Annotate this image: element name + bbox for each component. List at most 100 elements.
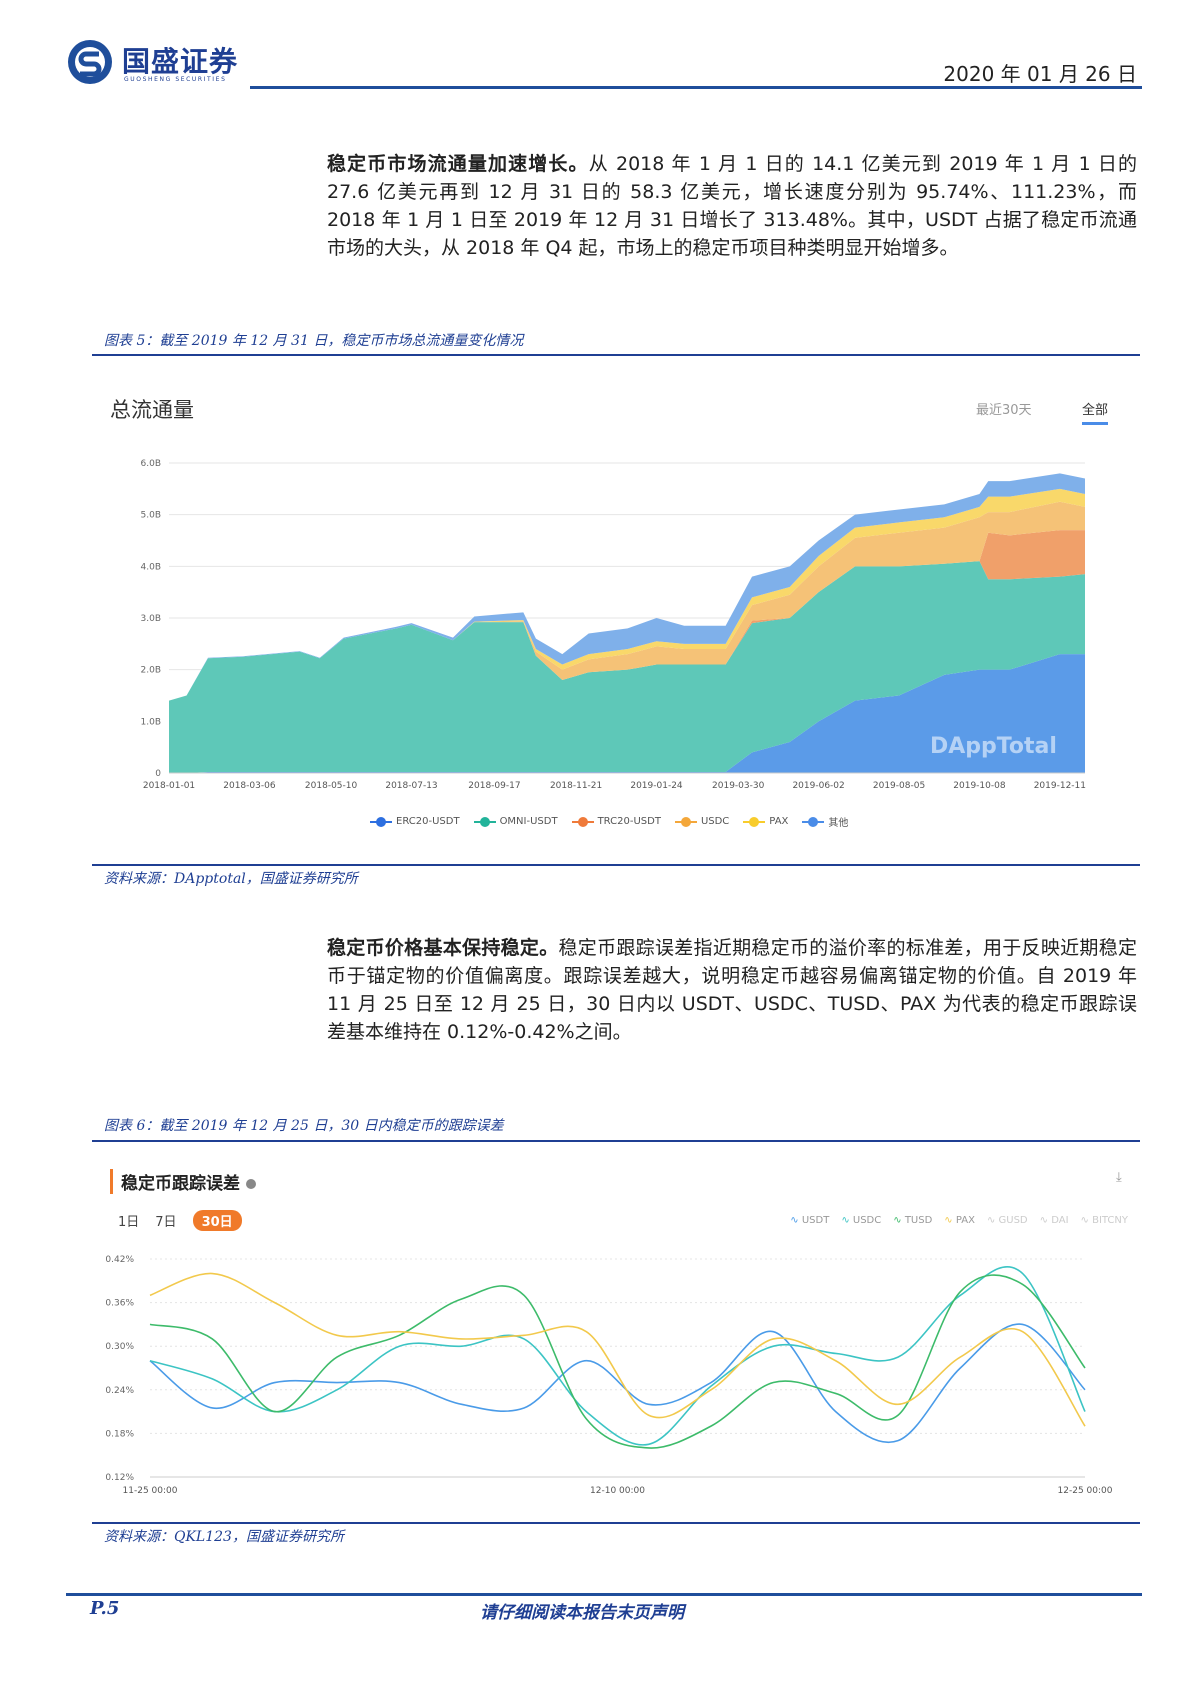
tab-all[interactable]: 全部 (1082, 399, 1109, 425)
legend-label: DAI (1051, 1215, 1069, 1226)
legend-label: OMNI-USDT (499, 816, 558, 827)
figure6-source: 资料来源：QKL123，国盛证券研究所 (104, 1529, 344, 1545)
range-1d-button[interactable]: 1日 (118, 1215, 140, 1230)
wave-icon: ∿ (841, 1215, 853, 1226)
legend-item[interactable]: ∿ TUSD (893, 1215, 932, 1226)
figure6-bottom-rule (92, 1522, 1140, 1524)
area-usdc (169, 501, 1085, 701)
legend-item[interactable]: TRC20-USDT (571, 816, 661, 827)
range-7d-button[interactable]: 7日 (155, 1215, 177, 1230)
header-rule (250, 86, 1142, 89)
legend-item[interactable]: ∿ BITCNY (1081, 1215, 1128, 1226)
y-tick-label: 0.36% (105, 1299, 134, 1309)
figure5-top-rule (92, 354, 1140, 356)
logo-mark-icon (68, 40, 112, 84)
legend-item[interactable]: 其他 (802, 814, 848, 829)
x-tick-label: 2018-01-01 (143, 781, 195, 791)
x-tick-label: 2018-11-21 (550, 781, 602, 791)
range-30d-button[interactable]: 30日 (192, 1210, 242, 1231)
y-tick-label: 0.42% (105, 1255, 134, 1265)
legend-marker-icon (802, 816, 825, 827)
y-tick-label: 5.0B (141, 511, 162, 521)
legend-item[interactable]: ∿ DAI (1040, 1215, 1069, 1226)
legend-item[interactable]: ERC20-USDT (370, 816, 460, 827)
legend-label: ERC20-USDT (396, 816, 460, 827)
download-icon[interactable]: ⤓ (1116, 1170, 1122, 1185)
legend-label: USDC (700, 816, 730, 827)
chart-title-text: 稳定币跟踪误差 (121, 1174, 240, 1194)
page-number: P.5 (90, 1598, 120, 1619)
x-tick-label: 2018-09-17 (468, 781, 520, 791)
y-tick-label: 0.30% (105, 1342, 134, 1352)
legend-item[interactable]: ∿ USDT (790, 1215, 829, 1226)
figure5-caption: 图表 5：截至 2019 年 12 月 31 日，稳定币市场总流通量变化情况 (104, 333, 524, 349)
x-tick-label: 2019-01-24 (630, 781, 683, 791)
paragraph-body: 从 2018 年 1 月 1 日的 14.1 亿美元到 2019 年 1 月 1… (327, 153, 1137, 259)
x-tick-label: 2019-08-05 (873, 781, 925, 791)
x-tick-label: 12-10 00:00 (590, 1486, 645, 1496)
area-trc20-usdt (169, 530, 1085, 701)
range-selector: 1日 7日 30日 (118, 1210, 242, 1231)
legend-label: USDC (852, 1215, 882, 1226)
legend-item[interactable]: ∿ PAX (944, 1215, 975, 1226)
circulation-area-chart: 0 1.0B 2.0B 3.0B 4.0B 5.0B 6.0B 2018-01-01 2018-… (141, 459, 1087, 791)
area-erc20-usdt (169, 654, 1085, 773)
y-tick-label: 1.0B (141, 717, 162, 727)
area-omni-usdt (169, 561, 1085, 773)
legend-marker-icon (743, 816, 766, 827)
figure6-top-rule (92, 1140, 1140, 1142)
legend-label: PAX (955, 1215, 975, 1226)
legend-item[interactable]: ∿ USDC (841, 1215, 881, 1226)
watermark: DAppTotal (930, 734, 1057, 759)
chart-legend: ∿ USDT ∿ USDC ∿ TUSD ∿ PAX ∿ GUSD ∿ DAI ∿ BITC… (790, 1215, 1128, 1226)
line-pax (149, 1272, 1086, 1427)
paragraph-lead: 稳定币价格基本保持稳定。 (327, 937, 559, 959)
y-tick-label: 4.0B (141, 562, 162, 572)
legend-label: PAX (769, 816, 789, 827)
logo-subtext: GUOSHENG SECURITIES (124, 76, 227, 83)
y-tick-label: 2.0B (141, 666, 162, 676)
disclaimer-note: 请仔细阅读本报告末页声明 (480, 1603, 684, 1623)
legend-marker-icon (571, 816, 594, 827)
legend-item[interactable]: OMNI-USDT (473, 816, 558, 827)
x-tick-label: 2019-12-11 (1034, 781, 1086, 791)
chart-legend: ERC20-USDT OMNI-USDT TRC20-USDT USDC PAX 其他 (370, 814, 848, 829)
tracking-error-line-chart: 0.12% 0.18% 0.24% 0.30% 0.36% 0.42% 11-25 00:0… (105, 1255, 1112, 1496)
legend-item[interactable]: PAX (743, 816, 788, 827)
legend-label: USDT (801, 1215, 830, 1226)
legend-label: TUSD (904, 1215, 933, 1226)
x-tick-label: 2018-05-10 (305, 781, 358, 791)
y-tick-label: 0.24% (105, 1386, 134, 1396)
legend-item[interactable]: USDC (674, 816, 730, 827)
wave-icon: ∿ (1080, 1215, 1093, 1226)
x-tick-label: 11-25 00:00 (123, 1486, 178, 1496)
y-tick-label: 6.0B (141, 459, 162, 469)
report-date: 2020 年 01 月 26 日 (943, 62, 1137, 86)
x-tick-label: 2018-07-13 (385, 781, 437, 791)
legend-marker-icon (370, 816, 392, 827)
line-usdc (149, 1266, 1086, 1446)
legend-item[interactable]: ∿ GUSD (987, 1215, 1028, 1226)
figure6-caption: 图表 6：截至 2019 年 12 月 25 日，30 日内稳定币的跟踪误差 (104, 1118, 504, 1134)
logo-text: 国盛证券 (122, 45, 239, 78)
paragraph-stability: 稳定币价格基本保持稳定。稳定币跟踪误差指近期稳定币的溢价率的标准差，用于反映近期… (327, 934, 1137, 1046)
wave-icon: ∿ (1039, 1215, 1052, 1226)
y-tick-label: 0 (155, 769, 161, 779)
info-icon[interactable] (245, 1179, 256, 1189)
y-tick-label: 0.18% (105, 1429, 134, 1439)
chart-title: 总流通量 (110, 398, 194, 422)
y-tick-label: 3.0B (141, 614, 162, 624)
paragraph-body: 稳定币跟踪误差指近期稳定币的溢价率的标准差，用于反映近期稳定币于锚定物的价值偏离… (327, 937, 1137, 1043)
wave-icon: ∿ (893, 1215, 905, 1226)
x-tick-label: 2019-06-02 (792, 781, 844, 791)
x-tick-label: 2018-03-06 (223, 781, 276, 791)
x-tick-label: 2019-03-30 (712, 781, 765, 791)
area-pax (169, 488, 1085, 701)
legend-marker-icon (674, 816, 697, 827)
paragraph-circulation: 稳定币市场流通量加速增长。从 2018 年 1 月 1 日的 14.1 亿美元到… (327, 150, 1137, 262)
legend-label: GUSD (998, 1215, 1028, 1226)
tab-last-30-days[interactable]: 最近30天 (976, 403, 1032, 418)
figure5-bottom-rule (92, 864, 1140, 866)
legend-label: BITCNY (1092, 1215, 1128, 1226)
